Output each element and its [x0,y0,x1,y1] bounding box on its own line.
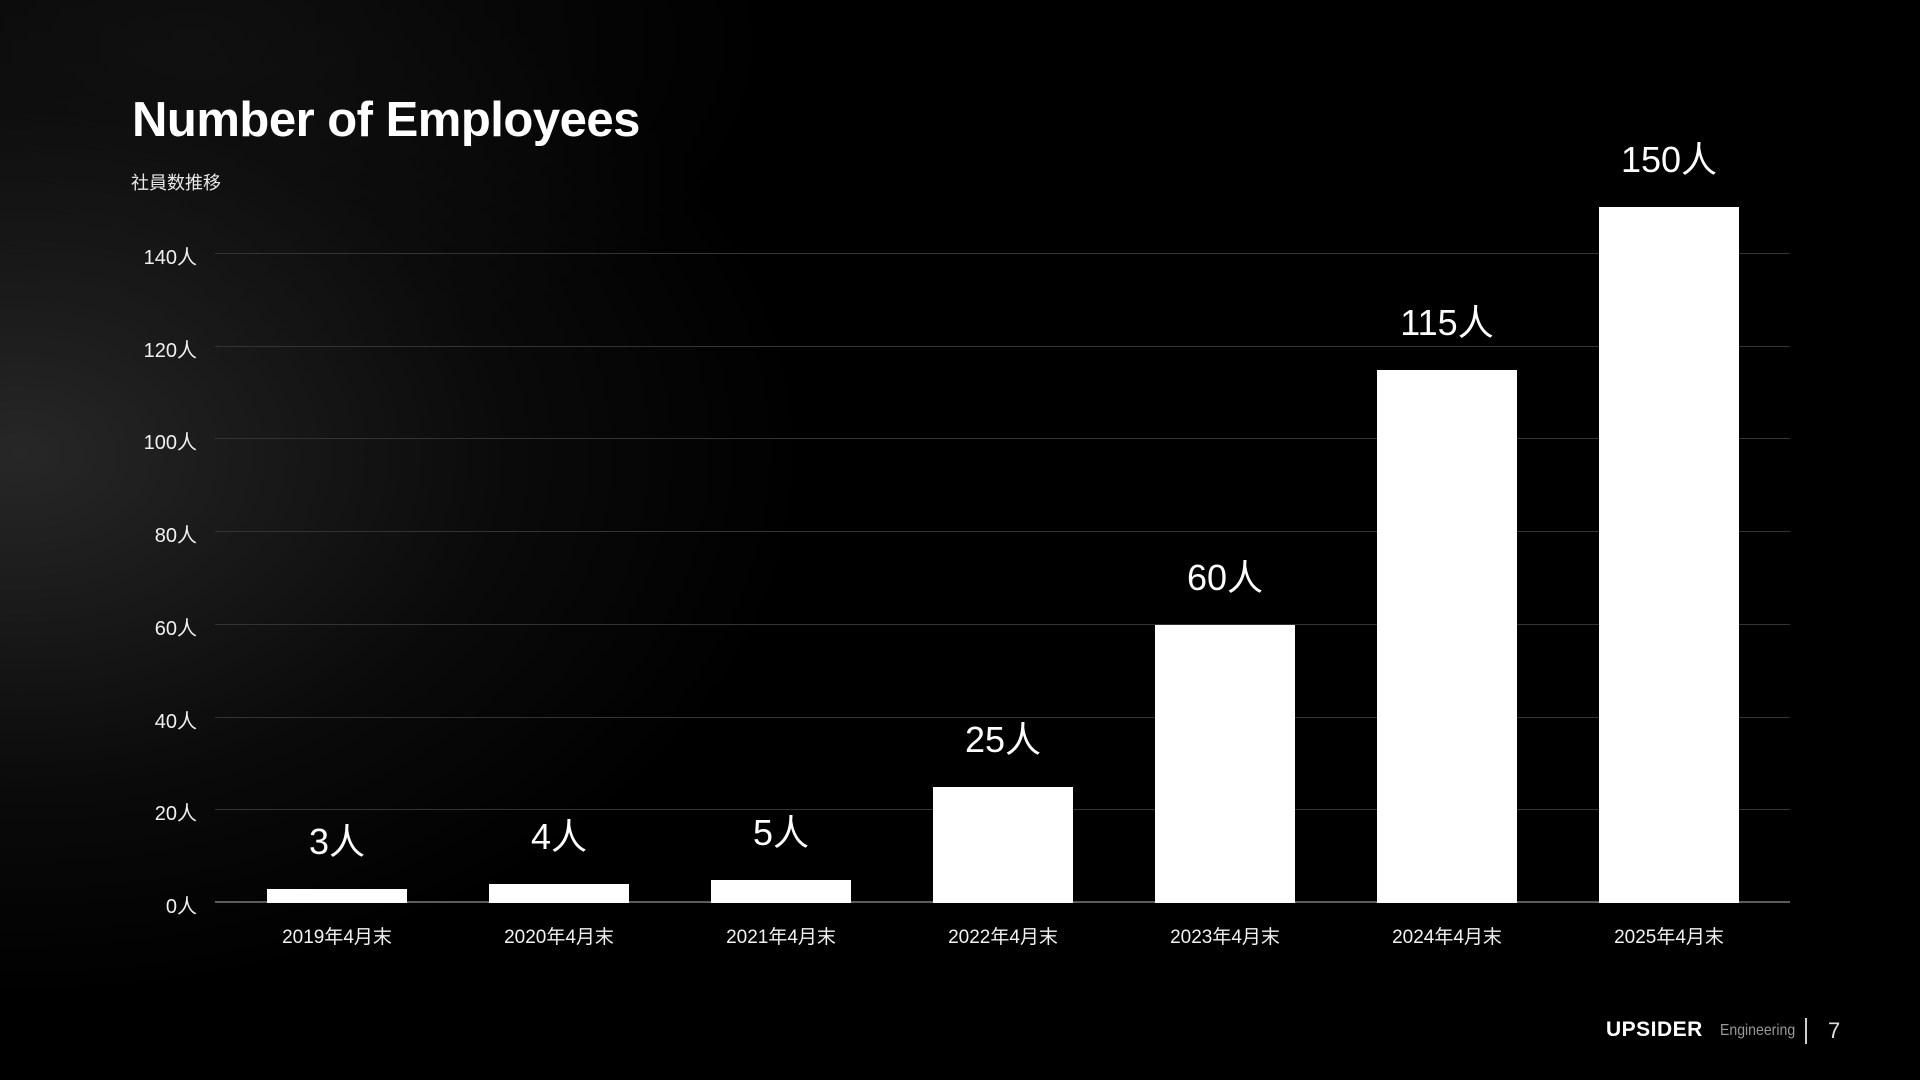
y-tick-label: 100人 [143,432,197,455]
x-tick-label: 2020年4月末 [504,927,614,948]
footer-department-label: Engineering [1720,1022,1796,1039]
bar [1599,207,1739,903]
chart-title: Number of Employees [132,93,640,147]
x-tick-label: 2025年4月末 [1614,927,1724,948]
x-tick-label: 2023年4月末 [1170,927,1280,948]
bar-value-label: 3人 [308,821,366,863]
bar [933,787,1073,903]
bar-value-label: 25人 [964,719,1042,761]
footer-divider [1805,1018,1807,1044]
bar-value-label: 150人 [1620,139,1718,181]
gridline [215,623,1790,625]
x-tick-label: 2022年4月末 [948,927,1058,948]
bar [267,889,407,903]
y-tick-label: 80人 [154,525,197,547]
y-tick-label: 20人 [154,803,197,826]
gridline [215,345,1790,347]
bar [1155,624,1295,903]
bar [489,884,629,903]
plot-area: 3人 4人 5人 25人 60人 115人 150人 [215,139,1790,903]
page-number: 7 [1828,1018,1841,1043]
x-tick-label: 2024年4月末 [1392,927,1502,948]
upsider-logo: UPSIDER [1606,1018,1703,1041]
y-tick-label: 60人 [154,617,197,640]
gridline [215,438,1790,440]
gridline [215,252,1790,254]
y-tick-label: 0人 [165,896,197,918]
x-tick-label: 2021年4月末 [726,927,836,948]
y-tick-label: 140人 [143,246,197,269]
bar [711,879,851,903]
gridline [215,531,1790,532]
y-tick-label: 120人 [143,339,197,362]
footer: UPSIDER Engineering 7 [0,1012,1920,1052]
chart-subtitle: 社員数推移 [131,173,221,193]
bar-value-label: 115人 [1400,301,1494,343]
bar-value-label: 5人 [752,811,810,853]
gridline [215,716,1790,718]
bar [1377,369,1517,903]
bar-value-label: 4人 [530,816,588,858]
bar-value-label: 60人 [1186,556,1264,598]
y-tick-label: 40人 [154,710,197,733]
x-tick-label: 2019年4月末 [282,927,392,948]
